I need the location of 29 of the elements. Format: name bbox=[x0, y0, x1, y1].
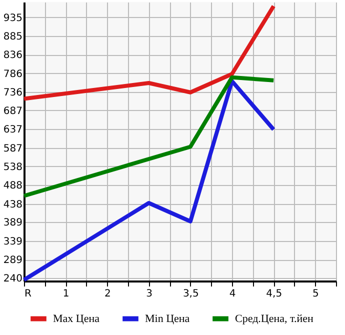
y-tick-label: 687 bbox=[3, 106, 22, 117]
x-tick-label: 4,5 bbox=[266, 288, 282, 300]
y-tick-label: 289 bbox=[3, 255, 22, 266]
y-tick-label: 438 bbox=[3, 199, 22, 210]
y-tick-label: 538 bbox=[3, 162, 22, 173]
legend-label: Сред.Цена, т.йен bbox=[235, 312, 314, 325]
x-tick-label: 3,5 bbox=[182, 288, 199, 300]
line-series bbox=[22, 4, 276, 101]
y-tick-label: 935 bbox=[3, 12, 22, 24]
y-tick-label: 637 bbox=[3, 124, 22, 136]
y-tick-label: 786 bbox=[3, 68, 22, 80]
line-series bbox=[22, 79, 276, 282]
x-tick-label: 5 bbox=[312, 288, 319, 300]
y-tick-label: 736 bbox=[3, 88, 22, 98]
y-tick-label: 836 bbox=[3, 50, 22, 61]
x-tick-label: 1 bbox=[62, 288, 70, 300]
y-tick-label: 587 bbox=[3, 143, 22, 154]
x-tick-label: 3 bbox=[146, 288, 152, 300]
y-tick-label: 389 bbox=[3, 218, 22, 229]
x-tick-label: 2 bbox=[104, 288, 111, 300]
line-series bbox=[22, 75, 276, 198]
legend-label: Min Цена bbox=[145, 312, 190, 325]
x-tick-label: R bbox=[24, 288, 32, 300]
y-tick-label: 885 bbox=[3, 32, 22, 43]
y-tick-label: 240 bbox=[3, 274, 22, 284]
x-tick-label: 4 bbox=[229, 288, 236, 300]
y-tick-label: 339 bbox=[3, 236, 22, 248]
y-tick-label: 488 bbox=[3, 180, 22, 192]
legend-label: Max Цена bbox=[53, 312, 100, 325]
